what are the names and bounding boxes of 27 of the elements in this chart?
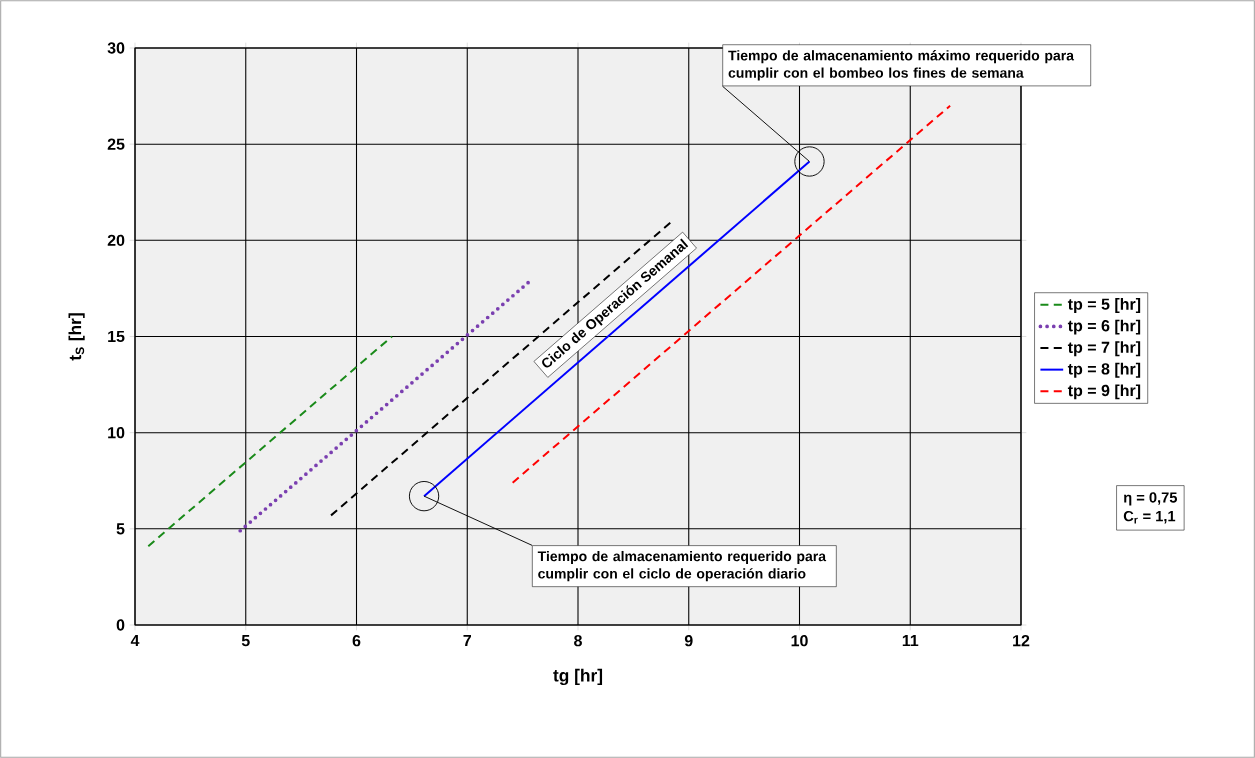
text: C$_{r}$ = 1,1 xyxy=(1123,510,1176,524)
x-tick-label: 12 xyxy=(1013,635,1030,647)
legend-label: tp = 7 [hr] xyxy=(1067,341,1141,357)
x-tick-label: 8 xyxy=(574,635,582,647)
x-tick-label: 11 xyxy=(902,635,919,647)
x-tick-label: 10 xyxy=(791,635,808,647)
text: η = 0,75 xyxy=(1124,492,1178,506)
legend-label: tp = 5 [hr] xyxy=(1067,298,1141,313)
y-tick-label: 10 xyxy=(108,427,125,439)
y-tick-label: 5 xyxy=(116,523,125,535)
annotation: Tiempo de almacenamiento máximo requerido para cumplir con el bombeo los fines de semana xyxy=(728,50,1075,81)
x-axis-title: tg [hr] xyxy=(553,668,603,686)
y-axis-title: t$_{S}$ [hr] xyxy=(68,313,85,361)
x-tick-label: 6 xyxy=(352,635,361,647)
y-tick-label: 25 xyxy=(107,138,125,150)
x-tick-label: 7 xyxy=(463,635,471,647)
y-tick-label: 30 xyxy=(107,42,125,54)
x-tick-label: 5 xyxy=(241,635,250,647)
x-tick-label: 9 xyxy=(684,635,693,647)
y-tick-label: 0 xyxy=(116,619,125,631)
legend-label: tp = 9 [hr] xyxy=(1067,384,1141,400)
legend-label: tp = 8 [hr] xyxy=(1067,362,1141,378)
annotation: Tiempo de almacenamiento requerido para cumplir con el ciclo de operación diario xyxy=(537,550,827,582)
y-tick-label: 15 xyxy=(108,330,125,343)
x-tick-label: 4 xyxy=(130,635,140,647)
legend-label: tp = 6 [hr] xyxy=(1067,319,1141,335)
y-tick-label: 20 xyxy=(107,234,125,246)
